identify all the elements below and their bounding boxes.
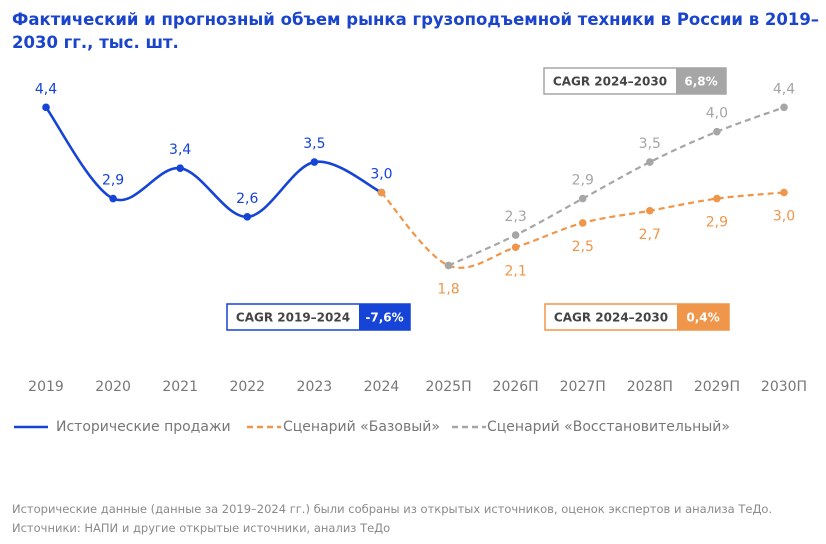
point <box>646 206 654 215</box>
data-label: 3,5 <box>639 136 661 152</box>
x-tick-label: 2030П <box>761 379 807 395</box>
data-label: 3,0 <box>370 167 392 183</box>
annotation-value: 0,4% <box>686 311 719 325</box>
annotation-value-box <box>676 68 726 94</box>
data-label: 2,6 <box>236 191 258 207</box>
annotation-value-box <box>359 304 410 330</box>
data-label: 2,9 <box>572 173 594 189</box>
x-tick-label: 2027П <box>560 379 606 395</box>
point <box>176 164 184 172</box>
x-tick-label: 2023 <box>297 379 333 395</box>
annotation-label: CAGR 2024–2030 <box>553 75 667 89</box>
point <box>243 213 252 221</box>
x-tick-label: 2025П <box>425 379 471 395</box>
footnote: Исторические данные (данные за 2019–2024… <box>12 502 773 516</box>
data-label: 4,0 <box>706 106 728 122</box>
data-label: 2,7 <box>639 227 661 243</box>
data-label: 3,5 <box>303 136 325 152</box>
x-tick-label: 2021 <box>162 379 198 395</box>
data-label: 1,8 <box>437 282 459 298</box>
footnotes: Исторические данные (данные за 2019–2024… <box>12 500 772 538</box>
annotation-label: CAGR 2019–2024 <box>236 311 350 325</box>
legend-label: Исторические продажи <box>56 419 231 435</box>
x-tick-label: 2028П <box>627 379 673 395</box>
series-line <box>448 106 785 267</box>
x-tick-label: 2020 <box>95 379 131 395</box>
x-tick-label: 2024 <box>364 379 400 395</box>
point <box>310 158 319 166</box>
annotation-value-box <box>677 304 729 330</box>
point <box>713 127 721 136</box>
point <box>780 188 788 197</box>
annotation-value: 6,8% <box>684 75 717 89</box>
data-label: 4,4 <box>35 81 57 97</box>
x-tick-label: 2019 <box>28 379 64 395</box>
point <box>713 194 721 203</box>
point <box>780 103 788 112</box>
point <box>578 194 587 203</box>
x-tick-label: 2022 <box>229 379 265 395</box>
data-label: 2,1 <box>505 263 527 279</box>
data-label: 2,3 <box>505 209 527 225</box>
point <box>511 243 520 252</box>
annotation-value: -7,6% <box>365 311 403 325</box>
data-label: 3,0 <box>773 209 795 225</box>
point <box>109 194 117 203</box>
data-label: 4,4 <box>773 81 795 97</box>
chart-title: Фактический и прогнозный объем рынка гру… <box>12 10 820 52</box>
footnote: Источники: НАПИ и другие открытые источн… <box>12 521 391 535</box>
point <box>511 231 520 239</box>
point <box>646 158 654 166</box>
point <box>42 103 50 112</box>
point <box>444 261 453 270</box>
data-label: 2,9 <box>102 173 124 189</box>
data-label: 2,9 <box>706 215 728 231</box>
data-label: 3,4 <box>169 142 191 158</box>
annotation-label: CAGR 2024–2030 <box>554 311 668 325</box>
data-label: 2,5 <box>572 239 594 255</box>
x-tick-label: 2029П <box>694 379 740 395</box>
legend-label: Сценарий «Восстановительный» <box>487 419 730 435</box>
point <box>578 219 587 227</box>
legend-label: Сценарий «Базовый» <box>283 419 440 435</box>
point <box>377 188 386 197</box>
series-line <box>44 106 383 219</box>
x-tick-label: 2026П <box>493 379 539 395</box>
